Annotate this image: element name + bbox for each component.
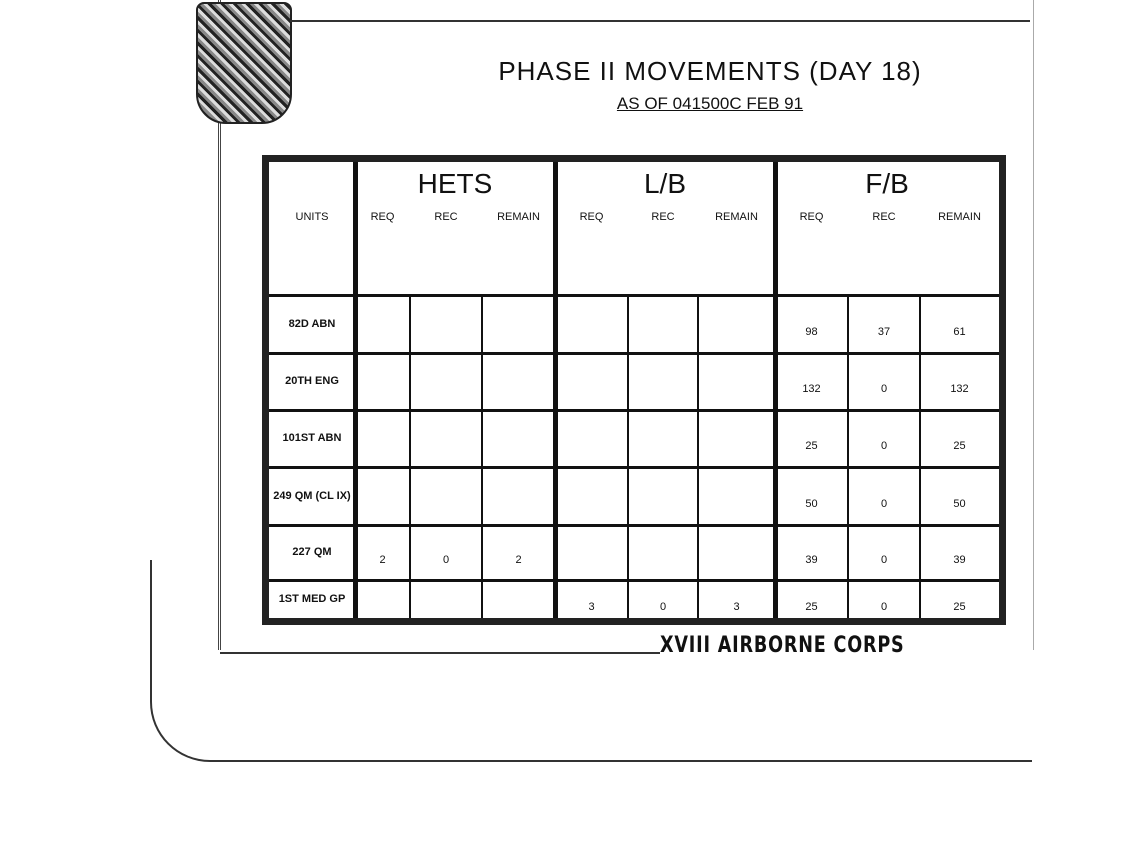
- page-subtitle: AS OF 041500C FEB 91: [616, 94, 804, 113]
- table-cell: [410, 475, 482, 533]
- table-cell: 0: [880, 554, 888, 566]
- group-header: F/B: [865, 167, 909, 199]
- column-header: REQ: [370, 210, 395, 223]
- table-cell: 50: [953, 497, 966, 510]
- table-cell: [698, 475, 775, 533]
- table-cell: 0: [880, 440, 888, 452]
- table-cell: [355, 361, 410, 418]
- table-cell: [355, 418, 410, 475]
- table-cell: 61: [953, 325, 966, 338]
- grid-line: [269, 466, 999, 469]
- group-header: HETS: [417, 167, 493, 199]
- grid-line: [269, 294, 999, 297]
- table-cell: 0: [659, 600, 667, 613]
- table-cell: 132: [950, 383, 969, 395]
- unit-insignia-logo: [196, 2, 292, 124]
- column-header: REMAIN: [938, 210, 981, 223]
- table-cell: [410, 361, 482, 418]
- grid-line: [269, 579, 999, 582]
- unit-name: 227 QM: [292, 546, 332, 558]
- table-cell: [698, 303, 775, 361]
- grid-line: [627, 295, 629, 618]
- table-cell: 2: [515, 554, 522, 566]
- table-cell: [355, 475, 410, 533]
- grid-line: [847, 295, 849, 618]
- table-cell: [482, 361, 555, 418]
- table-cell: [482, 475, 555, 533]
- table-cell: [628, 533, 698, 588]
- page-title: PHASE II MOVEMENTS (DAY 18): [498, 56, 922, 86]
- table-cell: [628, 361, 698, 418]
- column-header: REC: [434, 210, 458, 223]
- table-cell: [555, 361, 628, 418]
- table-cell: 0: [880, 600, 888, 613]
- movements-table: UNITS HETS REQ REC REMAIN L/B REQ REC REMAIN F/B R…: [262, 155, 1006, 625]
- table-cell: 25: [953, 600, 966, 613]
- divider: [220, 652, 660, 654]
- divider: [290, 20, 1030, 22]
- group-header: L/B: [643, 167, 687, 199]
- column-header: REQ: [799, 210, 824, 223]
- table-cell: [555, 533, 628, 588]
- column-header: REMAIN: [715, 210, 758, 223]
- table-cell: 3: [588, 600, 595, 613]
- grid-line: [352, 162, 358, 618]
- table-cell: [555, 475, 628, 533]
- table-cell: [482, 418, 555, 475]
- units-header: UNITS: [295, 210, 329, 223]
- table-cell: [555, 303, 628, 361]
- table-cell: 39: [805, 554, 818, 566]
- table-cell: 0: [880, 383, 888, 395]
- table-cell: [628, 418, 698, 475]
- table-cell: [482, 303, 555, 361]
- table-cell: 39: [953, 554, 966, 566]
- grid-line: [919, 295, 921, 618]
- grid-line: [697, 295, 699, 618]
- table-cell: 3: [733, 600, 740, 613]
- table-cell: 37: [877, 325, 891, 338]
- footer-corps-name: XVIII AIRBORNE CORPS: [660, 633, 905, 658]
- column-header: REMAIN: [497, 210, 540, 223]
- table-cell: [482, 588, 555, 626]
- table-cell: [555, 418, 628, 475]
- table-cell: 25: [805, 600, 818, 613]
- table-cell: [355, 303, 410, 361]
- grid-line: [481, 295, 483, 618]
- table-cell: [410, 588, 482, 626]
- grid-line: [552, 162, 558, 618]
- grid-line: [409, 295, 411, 618]
- table-cell: [698, 533, 775, 588]
- table-cell: [410, 418, 482, 475]
- grid-line: [269, 524, 999, 527]
- column-header: REC: [651, 210, 675, 223]
- unit-name: 249 QM (CL IX): [273, 489, 351, 502]
- table-cell: 0: [880, 497, 888, 510]
- table-cell: 25: [953, 440, 966, 452]
- table-cell: [355, 588, 410, 626]
- grid-line: [269, 352, 999, 355]
- table-cell: [628, 475, 698, 533]
- page-border-curve: [150, 560, 1032, 762]
- table-cell: 98: [805, 325, 818, 338]
- grid-line: [269, 409, 999, 412]
- table-cell: 25: [805, 440, 818, 452]
- column-header: REQ: [579, 210, 604, 223]
- column-header: REC: [872, 210, 896, 223]
- table-cell: 50: [805, 497, 818, 510]
- unit-name: 82D ABN: [288, 317, 336, 330]
- grid-line: [772, 162, 778, 618]
- table-cell: 0: [442, 554, 450, 566]
- table-cell: 132: [802, 383, 821, 395]
- page-frame: [218, 0, 1034, 650]
- unit-name: 101ST ABN: [282, 432, 342, 444]
- table-cell: [410, 303, 482, 361]
- table-cell: [698, 361, 775, 418]
- unit-name: 20TH ENG: [285, 375, 339, 387]
- unit-name: 1ST MED GP: [278, 592, 346, 605]
- table-cell: [628, 303, 698, 361]
- table-cell: [698, 418, 775, 475]
- table-cell: 2: [379, 554, 386, 566]
